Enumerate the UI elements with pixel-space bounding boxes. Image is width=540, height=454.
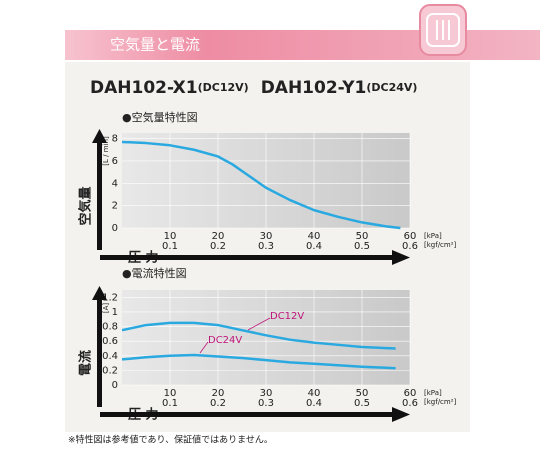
chart-title: ●空気量特性図 — [122, 110, 198, 124]
x-unit: [kPa] — [424, 232, 442, 240]
series-label: DC24V — [208, 335, 242, 346]
y-tick-label: 0.4 — [102, 351, 118, 362]
y-tick-label: 8 — [112, 134, 118, 145]
series-label: DC12V — [270, 311, 304, 322]
x-tick-label: 40 — [308, 231, 321, 242]
y-axis-label: 空気量 — [78, 186, 94, 225]
x-tick-label: 20 — [212, 231, 225, 242]
x-tick-label: 40 — [308, 388, 321, 399]
x2-tick-label: 0.2 — [210, 398, 226, 409]
y-tick-label: 0 — [112, 223, 118, 234]
x-unit: [kPa] — [424, 389, 442, 397]
logo — [419, 4, 467, 56]
chart-title: ●電流特性図 — [122, 266, 187, 280]
series-line — [121, 140, 401, 230]
x2-tick-label: 0.6 — [402, 241, 418, 252]
x2-tick-label: 0.1 — [162, 241, 178, 252]
x2-tick-label: 0.2 — [210, 241, 226, 252]
x-tick-label: 50 — [356, 388, 369, 399]
x-arrow-head — [392, 407, 410, 422]
header-title: 空気量と電流 — [110, 36, 200, 54]
y-axis-label: 電流 — [78, 350, 94, 376]
y-unit: [A] — [102, 303, 110, 314]
series-line — [121, 353, 396, 370]
x-tick-label: 60 — [404, 231, 417, 242]
x2-tick-label: 0.5 — [354, 241, 370, 252]
model: DAH102-X1 — [90, 78, 198, 98]
y-tick-label: 2 — [112, 201, 118, 212]
x-arrow-head — [392, 250, 410, 265]
x-tick-label: 10 — [164, 231, 177, 242]
x2-tick-label: 0.1 — [162, 398, 178, 409]
y-arrow-shaft — [97, 141, 102, 250]
x-tick-label: 30 — [260, 231, 273, 242]
model: DAH102-Y1 — [261, 78, 367, 98]
x-arrow-shaft — [100, 255, 395, 260]
y-tick-label: 0.2 — [102, 365, 118, 376]
footnote: ※特性図は参考値であり、保証値ではありません。 — [68, 434, 273, 446]
y-tick-label: 0.6 — [102, 336, 118, 347]
y-arrow-head — [92, 286, 107, 300]
y-tick-label: 4 — [112, 178, 118, 189]
x2-tick-label: 0.3 — [258, 398, 274, 409]
x2-tick-label: 0.6 — [402, 398, 418, 409]
series-line — [121, 321, 396, 350]
y-unit: [L / min] — [102, 136, 110, 166]
x2-tick-label: 0.3 — [258, 241, 274, 252]
x-tick-label: 60 — [404, 388, 417, 399]
voltage: (DC24V) — [366, 81, 417, 94]
x2-unit: [kgf/cm²] — [424, 398, 457, 406]
y-arrow-head — [92, 129, 107, 143]
label-leader — [247, 317, 271, 331]
y-tick-label: 0.8 — [102, 322, 118, 333]
y-arrow-shaft — [97, 298, 102, 407]
x2-tick-label: 0.5 — [354, 398, 370, 409]
voltage: (DC12V) — [198, 81, 249, 94]
y-tick-label: 1 — [112, 307, 118, 318]
y-tick-label: 0 — [112, 380, 118, 391]
y-tick-label: 1.2 — [102, 292, 118, 303]
model-title: DAH102-X1(DC12V) DAH102-Y1(DC24V) — [90, 78, 417, 98]
y-tick-label: 6 — [112, 156, 118, 167]
x-tick-label: 20 — [212, 388, 225, 399]
x-tick-label: 50 — [356, 231, 369, 242]
x2-tick-label: 0.4 — [306, 241, 322, 252]
x2-tick-label: 0.4 — [306, 398, 322, 409]
x-tick-label: 30 — [260, 388, 273, 399]
x-tick-label: 10 — [164, 388, 177, 399]
label-leader — [199, 341, 209, 354]
x2-unit: [kgf/cm²] — [424, 241, 457, 249]
x-arrow-shaft — [100, 412, 395, 417]
